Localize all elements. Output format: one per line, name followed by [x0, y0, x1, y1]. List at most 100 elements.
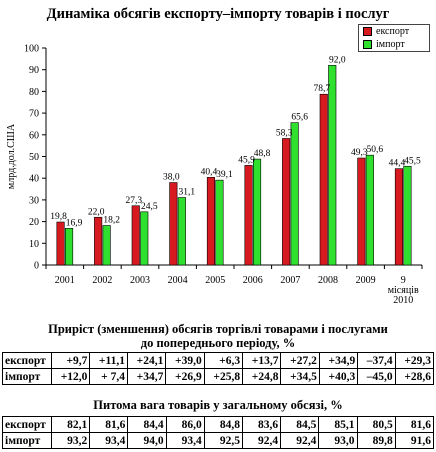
table-cell: 81,6: [394, 416, 435, 433]
legend-item-export: експорт: [359, 25, 429, 38]
data-label-export: 49,3: [351, 148, 368, 158]
x-tick-label: 2009: [356, 275, 376, 286]
data-label-export: 45,9: [238, 155, 255, 165]
table-cell: +34,5: [280, 368, 320, 385]
table-cell: +11,1: [89, 352, 128, 369]
data-label-export: 27,3: [125, 196, 142, 206]
growth-title-line1: Приріст (зменшення) обсягів торгівлі тов…: [48, 322, 388, 336]
table-cell: 84,5: [280, 416, 320, 433]
table-cell: 80,5: [356, 416, 396, 433]
x-tick-label: 2001: [55, 275, 75, 286]
legend-label-import: імпорт: [376, 39, 405, 50]
table-cell: +25,8: [203, 368, 244, 385]
data-label-import: 39,1: [216, 170, 233, 180]
table-cell: 86,0: [165, 416, 205, 433]
chart-title: Динаміка обсягів експорту–імпорту товарі…: [46, 6, 390, 22]
bar-import: [140, 211, 149, 266]
bar-import: [177, 197, 186, 266]
data-label-import: 31,1: [179, 188, 196, 198]
row-label: імпорт: [2, 368, 52, 385]
data-label-import: 45,5: [404, 156, 421, 166]
data-label-import: 16,9: [66, 218, 83, 228]
table-cell: 93,0: [318, 432, 358, 449]
table-cell: –45,0: [357, 368, 396, 385]
table-cell: +34,9: [318, 352, 359, 369]
bar-export: [394, 168, 404, 266]
data-label-import: 92,0: [329, 55, 346, 65]
bar-export: [244, 165, 253, 266]
table-cell: –37,4: [357, 352, 396, 369]
y-tick-label: 40: [29, 174, 39, 185]
bar-import: [65, 228, 74, 266]
table-cell: +29,3: [394, 352, 435, 369]
y-axis-label: млрд.дол.США: [6, 123, 17, 189]
bar-import: [253, 158, 262, 266]
table-cell: 89,8: [356, 432, 396, 449]
y-tick-label: 20: [29, 217, 39, 228]
table-cell: +12,0: [50, 368, 91, 385]
table-cell: 91,6: [394, 432, 435, 449]
table-cell: 84,8: [203, 416, 243, 433]
bar-export: [206, 177, 215, 266]
y-tick-label: 80: [29, 87, 39, 98]
table-row: експорт +9,7 +11,1 +24,1 +39,0 +6,3 +13,7 +27,2…: [2, 352, 435, 369]
table-cell: +27,2: [280, 352, 320, 369]
bar-import: [403, 165, 412, 266]
bar-export: [94, 216, 103, 266]
table-cell: +6,3: [203, 352, 244, 369]
table-cell: 93,4: [165, 432, 205, 449]
share-title: Питома вага товарів у загальному обсязі,…: [93, 398, 343, 412]
table-cell: 93,4: [89, 432, 129, 449]
y-tick-label: 50: [29, 152, 39, 163]
table-cell: 82,1: [50, 416, 91, 433]
table-cell: +24,1: [126, 352, 167, 369]
table-row: імпорт 93,2 93,4 94,0 93,4 92,5 92,4 92,4 93,0 89…: [2, 432, 435, 449]
table-cell: 85,1: [318, 416, 358, 433]
row-label: імпорт: [2, 432, 52, 449]
data-label-import: 65,6: [291, 113, 308, 123]
y-tick-label: 10: [29, 239, 39, 250]
chart-legend: експорт імпорт: [358, 24, 430, 52]
table-cell: +28,6: [394, 368, 435, 385]
row-label: експорт: [2, 352, 52, 369]
table-cell: 92,5: [203, 432, 243, 449]
table-cell: 81,6: [89, 416, 129, 433]
bar-export: [131, 205, 140, 266]
table-cell: +39,0: [165, 352, 205, 369]
y-tick-label: 0: [34, 261, 39, 272]
table-cell: 94,0: [127, 432, 167, 449]
x-tick-label: місяців: [388, 285, 419, 296]
table-row: імпорт +12,0 + 7,4 +34,7 +26,9 +25,8 +24,8 +34,…: [2, 368, 435, 385]
y-tick-label: 100: [24, 44, 39, 55]
bar-import: [328, 65, 337, 266]
table-cell: + 7,4: [89, 368, 128, 385]
bar-export: [169, 182, 178, 266]
data-label-export: 78,7: [313, 84, 330, 94]
x-tick-label: 2010: [393, 295, 413, 306]
legend-swatch-export: [363, 27, 372, 36]
data-label-export: 19,8: [50, 212, 67, 222]
bar-export: [319, 93, 328, 266]
x-tick-label: 2004: [168, 275, 188, 286]
data-label-import: 24,5: [141, 202, 158, 212]
y-tick-label: 90: [29, 65, 39, 76]
y-tick-label: 30: [29, 195, 39, 206]
bar-import: [290, 122, 299, 266]
share-table: експорт 82,1 81,6 84,4 86,0 84,8 83,6 84,5 85,1 8…: [2, 416, 435, 449]
y-tick-label: 60: [29, 130, 39, 141]
bar-export: [282, 138, 291, 266]
data-label-export: 22,0: [88, 207, 105, 217]
table-cell: 93,2: [50, 432, 91, 449]
x-tick-label: 2005: [205, 275, 225, 286]
table-row: експорт 82,1 81,6 84,4 86,0 84,8 83,6 84,5 85,1 8…: [2, 416, 435, 433]
legend-item-import: імпорт: [359, 38, 429, 51]
table-cell: +13,7: [242, 352, 282, 369]
table-cell: 83,6: [241, 416, 282, 433]
legend-swatch-import: [363, 40, 372, 49]
table-cell: +26,9: [165, 368, 205, 385]
data-label-export: 40,4: [201, 167, 218, 177]
x-tick-label: 2003: [130, 275, 150, 286]
x-tick-label: 2007: [280, 275, 300, 286]
x-tick-label: 2006: [243, 275, 263, 286]
table-cell: +34,7: [126, 368, 167, 385]
